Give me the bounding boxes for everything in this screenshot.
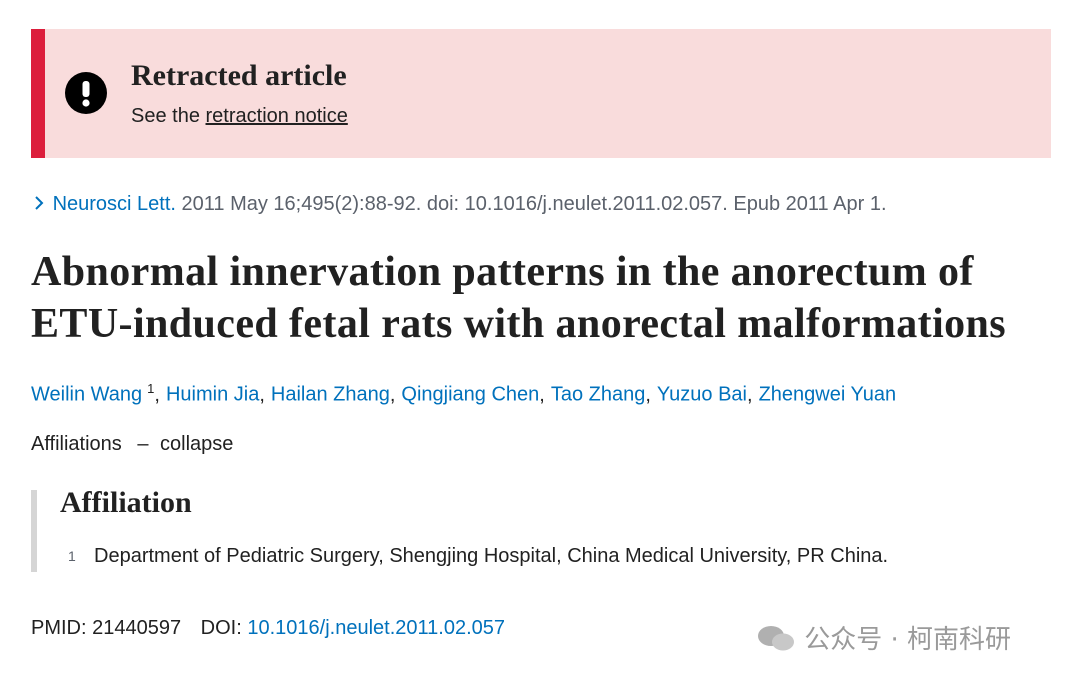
author-list: Weilin Wang 1, Huimin Jia, Hailan Zhang, Qin… [31, 381, 896, 407]
pmid: 21440597 [92, 617, 182, 639]
journal-link[interactable]: Neurosci Lett. [52, 193, 176, 215]
toggle-label: Affiliations [31, 433, 122, 455]
banner-accent [31, 29, 45, 158]
retraction-banner: Retracted article See the retraction not… [31, 29, 1051, 158]
toggle-icon: – [137, 433, 149, 455]
chevron-icon [35, 196, 44, 210]
author-separator: , [154, 383, 160, 406]
affiliation-number: 1 [68, 548, 76, 564]
alert-icon [65, 72, 107, 114]
wechat-icon [758, 626, 794, 651]
author-separator: , [389, 383, 396, 406]
author-link[interactable]: Huimin Jia [165, 383, 260, 406]
watermark-text: 公众号 · 柯南科研 [804, 625, 1012, 655]
author-link[interactable]: Weilin Wang [31, 383, 143, 406]
article-title: Abnormal innervation patterns in the ano… [31, 249, 1007, 347]
banner-title: Retracted article [131, 59, 347, 92]
affiliations-toggle[interactable]: Affiliations – collapse [31, 433, 233, 456]
doi-link[interactable]: 10.1016/j.neulet.2011.02.057 [247, 617, 505, 639]
citation-details: 2011 May 16;495(2):88-92. doi: 10.1016/j… [181, 193, 887, 215]
author-affiliation-ref[interactable]: 1 [147, 381, 155, 396]
affiliation-text: Department of Pediatric Surgery, Shengji… [94, 545, 889, 567]
author-separator: , [539, 383, 545, 406]
identifiers: PMID: 21440597 DOI: 10.1016/j.neulet.201… [31, 617, 505, 640]
toggle-action: collapse [160, 433, 234, 455]
affiliation-heading: Affiliation [60, 486, 192, 519]
banner-text-prefix: See the [131, 105, 200, 127]
author-separator: , [259, 383, 265, 406]
author-separator: , [645, 383, 651, 406]
author-link[interactable]: Tao Zhang [550, 383, 646, 406]
pmid-label: PMID: [31, 617, 87, 639]
author-link[interactable]: Qingjiang Chen [401, 383, 540, 406]
author-link[interactable]: Yuzuo Bai [656, 383, 747, 406]
affiliation-border [31, 490, 37, 572]
retraction-link[interactable]: retraction notice [205, 105, 348, 127]
author-link[interactable]: Zhengwei Yuan [758, 383, 897, 406]
citation: Neurosci Lett. 2011 May 16;495(2):88-92.… [31, 193, 887, 216]
author-separator: , [747, 383, 753, 406]
doi-label: DOI: [200, 617, 242, 639]
author-link[interactable]: Hailan Zhang [270, 383, 390, 406]
watermark: 公众号 · 柯南科研 [756, 619, 1011, 656]
banner-text: See the retraction notice [131, 105, 348, 128]
